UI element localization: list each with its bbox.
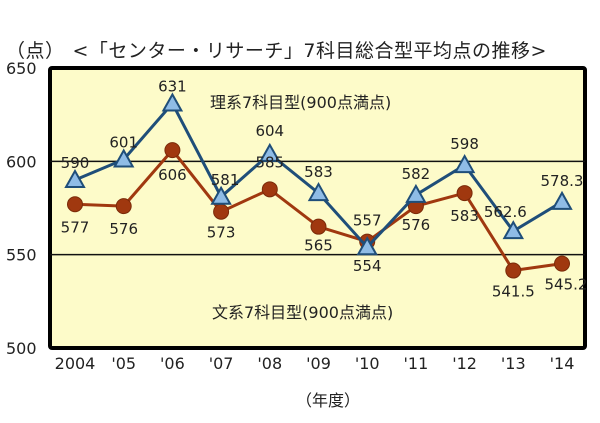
- data-label: 554: [353, 257, 382, 275]
- data-point-triangle: [64, 168, 86, 188]
- data-point-circle: [67, 196, 83, 213]
- data-label: 573: [207, 224, 236, 242]
- x-axis-label: （年度）: [296, 391, 361, 410]
- data-label: 606: [158, 166, 187, 184]
- data-label: 590: [61, 154, 90, 172]
- data-point-circle: [213, 203, 230, 220]
- data-point-triangle: [551, 190, 573, 210]
- x-tick-label: '13: [501, 354, 526, 373]
- data-point-triangle: [112, 148, 135, 168]
- x-tick-label: '09: [306, 354, 331, 373]
- data-point-circle: [505, 262, 522, 279]
- data-point-circle: [310, 218, 327, 235]
- x-tick-label: '05: [111, 354, 136, 373]
- x-tick-label: '07: [209, 354, 234, 373]
- data-point-circle: [164, 142, 181, 159]
- y-axis-ticks: 500 550 600 650: [6, 59, 37, 358]
- data-point-triangle: [307, 182, 330, 202]
- data-label: 541.5: [492, 283, 535, 301]
- data-label: 583: [450, 207, 479, 225]
- x-tick-label: '10: [355, 354, 380, 373]
- data-label: 576: [402, 216, 431, 234]
- x-tick-label: '14: [550, 354, 575, 373]
- plot-area: [48, 66, 587, 350]
- data-point-triangle: [210, 185, 232, 205]
- chart-title: （点） <「センター・リサーチ」7科目総合型平均点の推移>: [6, 36, 547, 63]
- data-point-circle: [261, 181, 278, 198]
- data-label: 585: [255, 153, 284, 171]
- y-tick-label: 550: [6, 246, 37, 265]
- data-label: 577: [61, 218, 90, 236]
- data-point-triangle: [259, 142, 281, 162]
- data-point-triangle: [161, 92, 184, 112]
- data-point-triangle: [502, 220, 525, 240]
- data-label: 565: [304, 237, 333, 255]
- data-label: 598: [450, 135, 479, 153]
- series-label-humanities: 文系7科目型(900点満点): [212, 303, 393, 322]
- series-group: 590 601 631 581 604 583 554 582 598 562.6 578.3 577…: [61, 77, 588, 300]
- y-unit-label: （点）: [6, 40, 65, 62]
- gridlines: [50, 160, 585, 256]
- data-point-circle: [456, 185, 473, 202]
- x-tick-label: '06: [160, 354, 185, 373]
- data-point-triangle: [405, 183, 427, 203]
- data-label: 581: [211, 171, 240, 189]
- data-point-triangle: [453, 154, 476, 174]
- x-tick-label: '12: [452, 354, 477, 373]
- data-point-triangle: [356, 236, 378, 256]
- data-label: 583: [304, 163, 333, 181]
- data-label: 557: [353, 212, 382, 230]
- data-label: 562.6: [484, 203, 527, 221]
- data-point-circle: [554, 255, 570, 272]
- data-label: 578.3: [541, 172, 584, 190]
- data-point-circle: [115, 198, 132, 215]
- y-tick-label: 600: [6, 152, 37, 171]
- series-label-science: 理系7科目型(900点満点): [210, 93, 391, 112]
- y-tick-label: 500: [6, 339, 37, 358]
- x-axis-ticks: 2004 '05 '06 '07 '08 '09 '10 '11 '12 '13 '14: [55, 354, 575, 373]
- x-tick-label: 2004: [55, 354, 96, 373]
- data-label: 601: [109, 133, 138, 151]
- chart-title-text: <「センター・リサーチ」7科目総合型平均点の推移>: [72, 40, 547, 62]
- x-tick-label: '08: [257, 354, 282, 373]
- data-label: 631: [158, 77, 187, 95]
- data-label: 545.2: [545, 276, 588, 294]
- data-label: 576: [109, 220, 138, 238]
- x-tick-label: '11: [404, 354, 429, 373]
- data-label: 604: [255, 122, 284, 140]
- data-label: 582: [402, 165, 431, 183]
- y-tick-label: 650: [6, 59, 37, 78]
